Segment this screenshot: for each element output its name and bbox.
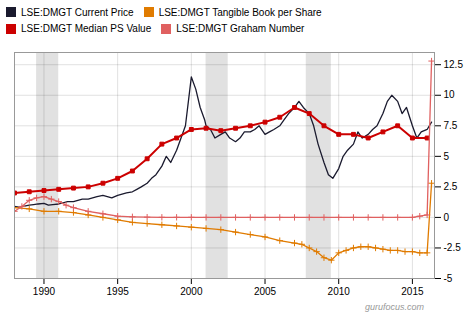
svg-text:1995: 1995 (107, 286, 130, 297)
html-text:gurufocus.com: gurufocus.com (365, 302, 424, 312)
svg-text:2005: 2005 (254, 286, 277, 297)
svg-text:2000: 2000 (180, 286, 203, 297)
svg-text:-2.5: -2.5 (444, 242, 462, 253)
svg-text:2.5: 2.5 (444, 181, 458, 192)
html-text:LSE:DMGT Median PS Value: LSE:DMGT Median PS Value (21, 23, 152, 35)
svg-text:5: 5 (444, 151, 450, 162)
svg-text:12.5: 12.5 (444, 59, 464, 70)
svg-text:2010: 2010 (328, 286, 351, 297)
html-text:LSE:DMGT Current Price: LSE:DMGT Current Price (21, 6, 134, 18)
html-text:LSE:DMGT Graham Number: LSE:DMGT Graham Number (176, 23, 305, 35)
svg-text:7.5: 7.5 (444, 120, 458, 131)
html-text:LSE:DMGT Tangible Book per Sha: LSE:DMGT Tangible Book per Share (158, 6, 322, 18)
svg-text:0: 0 (444, 212, 450, 223)
svg-text:1990: 1990 (33, 286, 56, 297)
svg-text:10: 10 (444, 89, 456, 100)
svg-text:2015: 2015 (401, 286, 424, 297)
svg-text:-5: -5 (444, 273, 453, 284)
